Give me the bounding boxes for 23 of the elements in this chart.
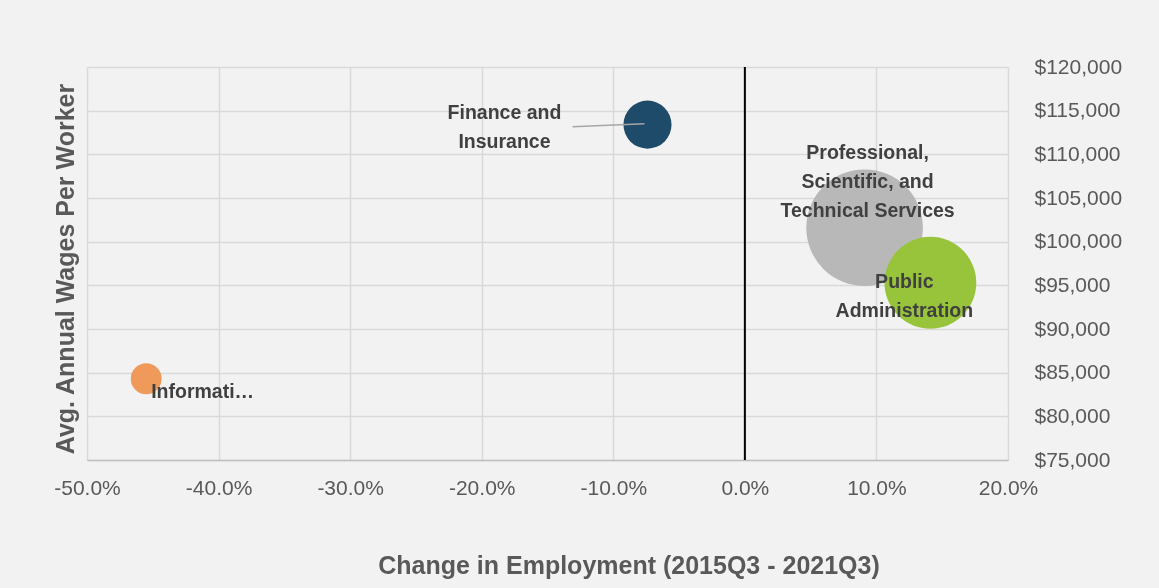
x-tick-label: -50.0% [54, 475, 121, 499]
series-label: Professional, Scientific, and Technical Services [780, 140, 955, 221]
text: Finance and Insurance [447, 101, 562, 153]
y-tick-label: $90,000 [1034, 316, 1111, 340]
x-axis-title: Change in Employment (2015Q3 - 2021Q3) [378, 550, 880, 579]
y-tick-label: $80,000 [1034, 403, 1111, 427]
y-tick-label: $120,000 [1034, 54, 1123, 78]
x-tick-label: -40.0% [185, 475, 253, 499]
x-tick-label: 0.0% [721, 475, 770, 499]
y-tick-label: $85,000 [1034, 360, 1111, 384]
y-tick-label: $95,000 [1034, 272, 1111, 296]
x-tick-label: -20.0% [448, 475, 516, 499]
y-tick-label: $105,000 [1034, 185, 1123, 209]
y-tick-label: $115,000 [1034, 98, 1121, 122]
y-tick-label: $100,000 [1034, 229, 1123, 253]
x-tick-label: -30.0% [317, 475, 384, 499]
x-tick-label: -10.0% [580, 475, 648, 499]
y-axis-title: Avg. Annual Wages Per Worker [50, 83, 79, 455]
x-tick-label: 10.0% [847, 475, 907, 499]
y-tick-label: $110,000 [1034, 141, 1121, 165]
x-tick-label: 20.0% [978, 475, 1039, 499]
series-label: Informati… [151, 379, 255, 402]
y-tick-label: $75,000 [1034, 447, 1111, 471]
